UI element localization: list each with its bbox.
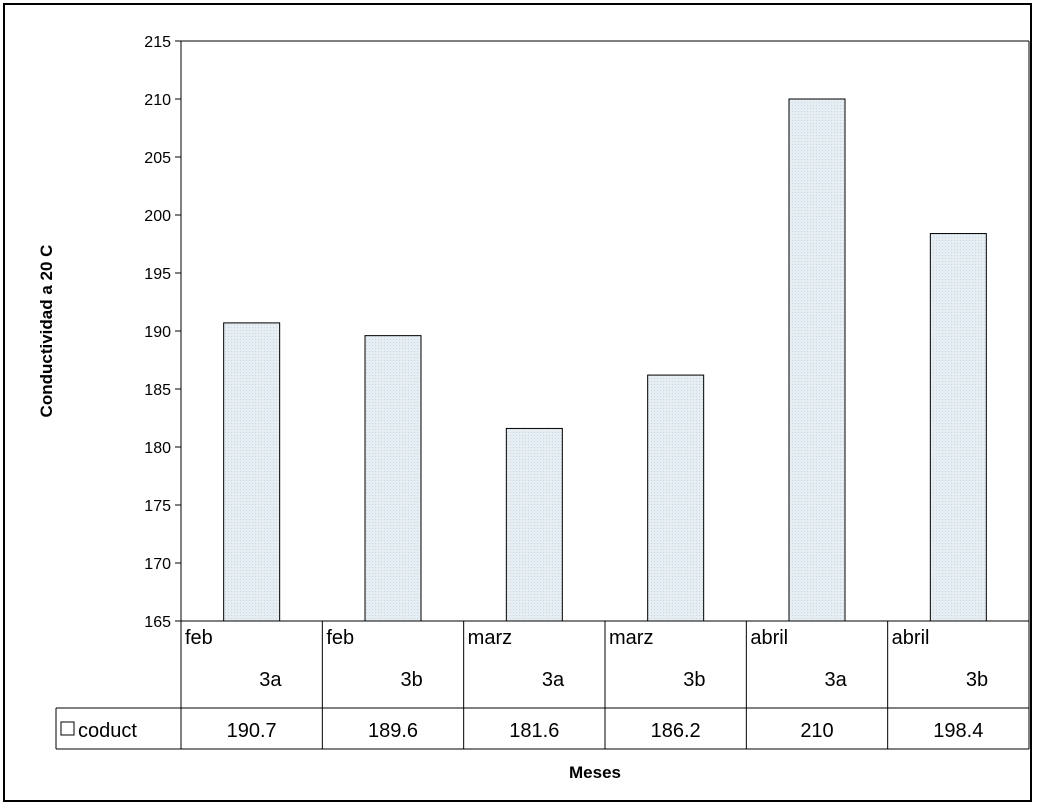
y-tick-label: 195 [144,266,171,283]
data-table-value: 198.4 [933,720,983,742]
category-label-line1: feb [185,627,213,649]
legend-key [60,721,75,736]
category-label-line1: feb [326,627,354,649]
bar [647,374,705,622]
y-tick-label: 205 [144,150,171,167]
category-label-line1: abril [750,627,788,649]
y-tick-label: 210 [144,92,171,109]
data-table-value: 190.7 [227,720,277,742]
category-label-line2: 3a [259,669,282,691]
category-label-line1: marz [468,627,512,649]
bar [788,98,846,622]
category-label-line1: marz [609,627,653,649]
x-axis-title: Meses [569,763,621,782]
data-table-value: 181.6 [509,720,559,742]
category-label-line2: 3a [542,669,565,691]
category-label-line2: 3a [825,669,848,691]
data-table-value: 189.6 [368,720,418,742]
y-tick-label: 200 [144,208,171,225]
y-tick-label: 215 [144,34,171,51]
category-label-line2: 3b [966,669,988,691]
y-axis-title: Conductividad a 20 C [37,245,56,418]
y-tick-label: 165 [144,614,171,631]
bar [505,427,563,622]
chart-frame [3,3,1032,802]
y-tick-label: 190 [144,324,171,341]
category-label-line1: abril [892,627,930,649]
bar [364,335,422,622]
data-table-value: 186.2 [651,720,701,742]
bar [223,322,281,622]
category-label-line2: 3b [401,669,423,691]
category-label-line2: 3b [683,669,705,691]
y-tick-label: 180 [144,440,171,457]
y-tick-label: 185 [144,382,171,399]
y-tick-label: 170 [144,556,171,573]
legend-series-name: coduct [78,720,137,742]
y-tick-label: 175 [144,498,171,515]
data-table-value: 210 [800,720,833,742]
bar [929,233,987,622]
